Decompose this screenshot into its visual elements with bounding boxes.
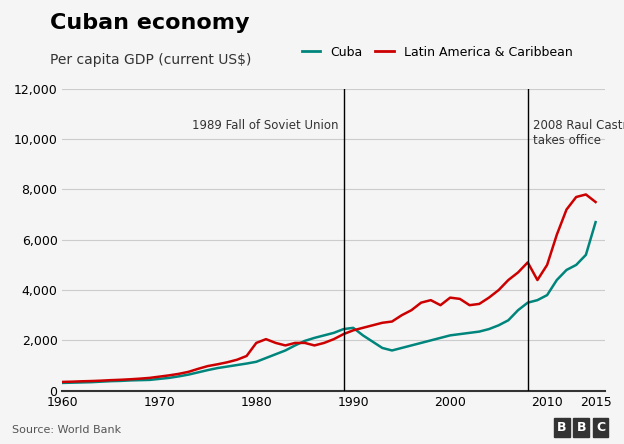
Text: Per capita GDP (current US$): Per capita GDP (current US$) [50,53,251,67]
Text: B: B [577,421,586,434]
Text: Source: World Bank: Source: World Bank [12,425,122,435]
Bar [593,417,608,437]
Legend: Cuba, Latin America & Caribbean: Cuba, Latin America & Caribbean [296,41,578,63]
Text: C: C [596,421,605,434]
Text: Cuban economy: Cuban economy [50,13,250,33]
Text: 1989 Fall of Soviet Union: 1989 Fall of Soviet Union [192,119,339,132]
Bar [554,417,570,437]
Text: B: B [557,421,567,434]
Text: 2008 Raul Castro
takes office: 2008 Raul Castro takes office [532,119,624,147]
Bar [573,417,589,437]
